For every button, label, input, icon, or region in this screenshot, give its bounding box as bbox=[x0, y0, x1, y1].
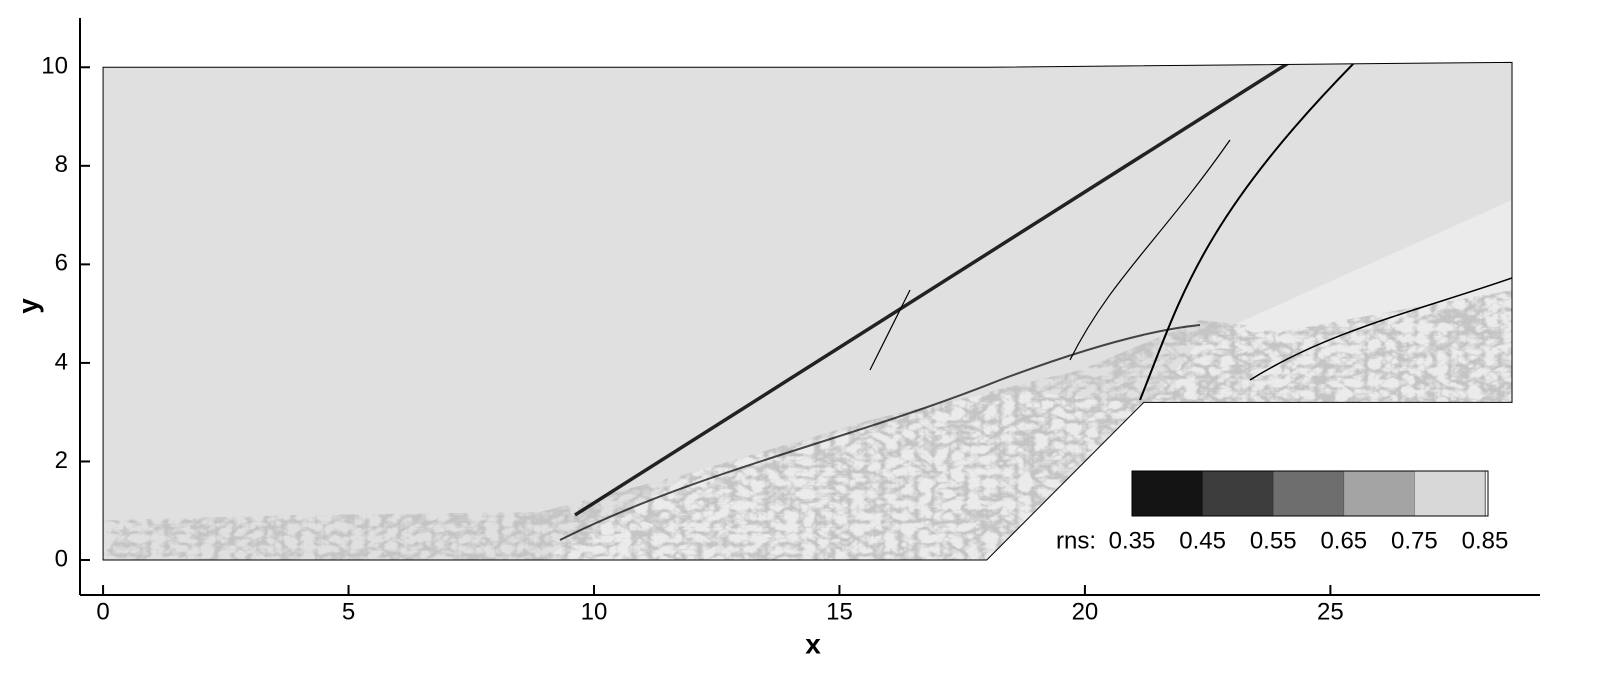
wave bbox=[1069, 139, 1231, 361]
colorbar-tick-label: 0.45 bbox=[1179, 527, 1226, 554]
y-tick-label: 8 bbox=[55, 151, 68, 178]
colorbar-tick-label: 0.85 bbox=[1462, 527, 1509, 554]
colorbar-tick-label: 0.75 bbox=[1391, 527, 1438, 554]
shock bbox=[574, 62, 1291, 517]
shock-features bbox=[559, 62, 1513, 541]
y-tick-label: 6 bbox=[55, 250, 68, 277]
colorbar-segment bbox=[1273, 471, 1344, 516]
shock bbox=[1139, 62, 1356, 401]
y-tick-label: 2 bbox=[55, 447, 68, 474]
y-axis-label: y bbox=[12, 298, 43, 314]
colorbar-segment bbox=[1414, 471, 1485, 516]
x-tick-label: 25 bbox=[1317, 598, 1344, 625]
colorbar-tick-label: 0.65 bbox=[1320, 527, 1367, 554]
shear-layer bbox=[559, 324, 1201, 541]
colorbar-tick-label: 0.35 bbox=[1109, 527, 1156, 554]
wave bbox=[1249, 277, 1513, 381]
x-tick-label: 10 bbox=[581, 598, 608, 625]
colorbar-segment bbox=[1202, 471, 1274, 516]
x-tick-label: 0 bbox=[96, 598, 109, 625]
y-tick-label: 0 bbox=[55, 545, 68, 572]
x-axis-label: x bbox=[805, 628, 821, 659]
colorbar-segment bbox=[1343, 471, 1415, 516]
y-tick-label: 4 bbox=[55, 348, 68, 375]
colorbar-segment bbox=[1132, 471, 1203, 516]
colorbar-label: rns: bbox=[1056, 527, 1096, 554]
wave bbox=[869, 289, 911, 371]
colorbar-tick-label: 0.55 bbox=[1250, 527, 1297, 554]
colorbar: 0.35 0.45 0.55 0.65 0.75 0.85 rns: bbox=[1056, 470, 1509, 554]
x-tick-label: 15 bbox=[826, 598, 853, 625]
domain-outline bbox=[102, 61, 1513, 561]
x-tick-label: 20 bbox=[1072, 598, 1099, 625]
x-tick-label: 5 bbox=[342, 598, 355, 625]
y-tick-label: 10 bbox=[41, 53, 68, 80]
